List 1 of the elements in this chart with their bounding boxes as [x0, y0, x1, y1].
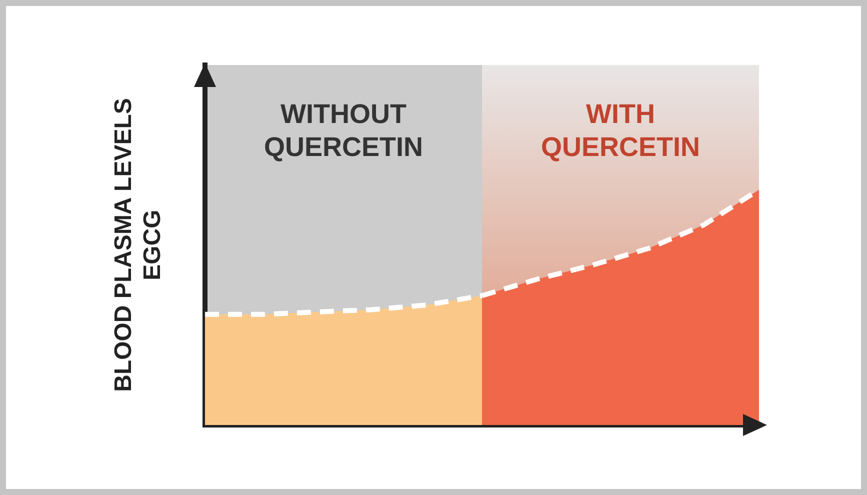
y-axis-title: BLOOD PLASMA LEVELS EGCG — [110, 98, 166, 392]
